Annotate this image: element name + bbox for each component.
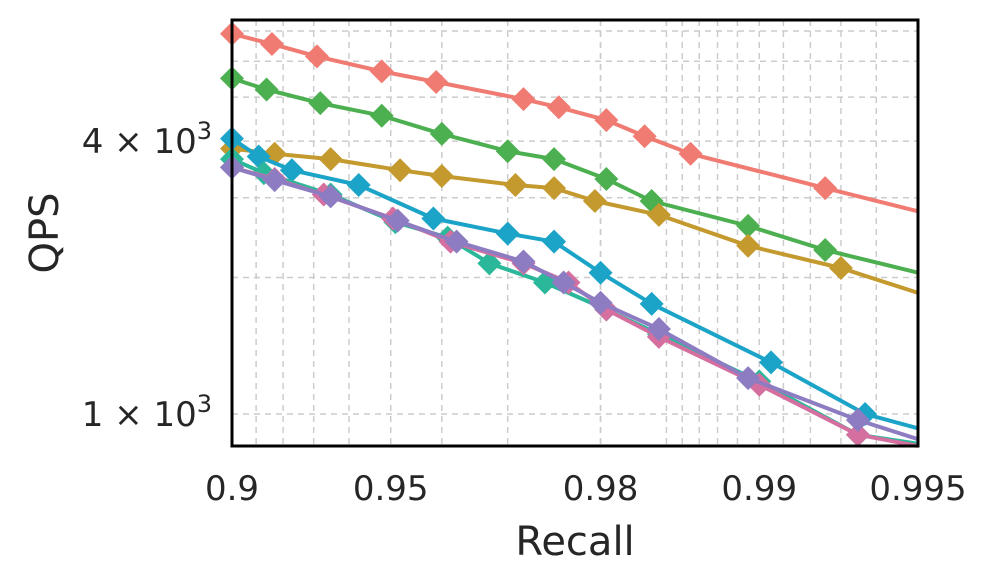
data-point [429,121,454,146]
data-point [542,176,567,201]
data-point [813,238,838,263]
data-point [495,139,520,164]
y-axis-label: QPS [22,193,68,274]
data-point [369,59,394,84]
x-tick-label: 0.98 [563,469,639,509]
data-point [646,202,671,227]
data-point [318,184,343,209]
data-point [495,221,520,246]
data-point [503,173,528,198]
data-point [551,270,576,295]
data-point [588,260,613,285]
series-line [231,165,919,442]
data-point [511,249,536,274]
data-point [304,44,329,69]
data-point [511,87,536,112]
data-point [845,422,870,447]
series-1 [220,21,919,214]
x-tick-label: 0.95 [353,469,429,509]
series-7 [220,155,919,442]
y-tick-label: 1 × 103 [82,390,212,435]
data-point [388,158,413,183]
series-3 [220,136,919,295]
data-point [444,229,469,254]
data-point [385,208,410,233]
x-tick-labels: 0.9 0.95 0.98 0.99 0.995 [205,469,967,509]
y-tick-labels: 1 × 103 4 × 103 [82,117,212,435]
data-point [424,70,449,95]
data-point [736,233,761,258]
data-point [318,147,343,172]
series-line [231,76,919,275]
data-point [279,158,304,183]
data-point [259,32,284,57]
x-axis-label: Recall [515,519,634,565]
data-point [546,95,571,120]
data-point [588,290,613,315]
series-layer [220,21,919,448]
data-point [308,91,333,116]
data-point [542,229,567,254]
data-point [813,176,838,201]
data-point [845,408,870,433]
x-tick-label: 0.9 [205,469,259,509]
data-point [421,206,446,231]
data-point [632,124,657,149]
data-point [429,164,454,189]
series-line [231,146,919,295]
y-tick-label: 4 × 103 [82,117,212,162]
data-point [828,255,853,280]
x-tick-label: 0.995 [869,469,966,509]
data-point [254,77,279,102]
plot-frame [230,18,920,448]
series-4 [220,126,919,431]
data-point [759,350,784,375]
data-point [542,147,567,172]
series-2 [220,66,919,275]
data-point [477,251,502,276]
grid [231,20,919,446]
data-point [346,173,371,198]
data-point [736,366,761,391]
data-point [678,141,703,166]
data-point [639,291,664,316]
data-point [369,103,394,128]
data-point [582,189,607,214]
data-point [736,213,761,238]
series-line [231,31,919,214]
data-point [594,108,619,133]
data-point [262,168,287,193]
data-point [646,317,671,342]
data-point [594,166,619,191]
x-tick-label: 0.99 [721,469,797,509]
